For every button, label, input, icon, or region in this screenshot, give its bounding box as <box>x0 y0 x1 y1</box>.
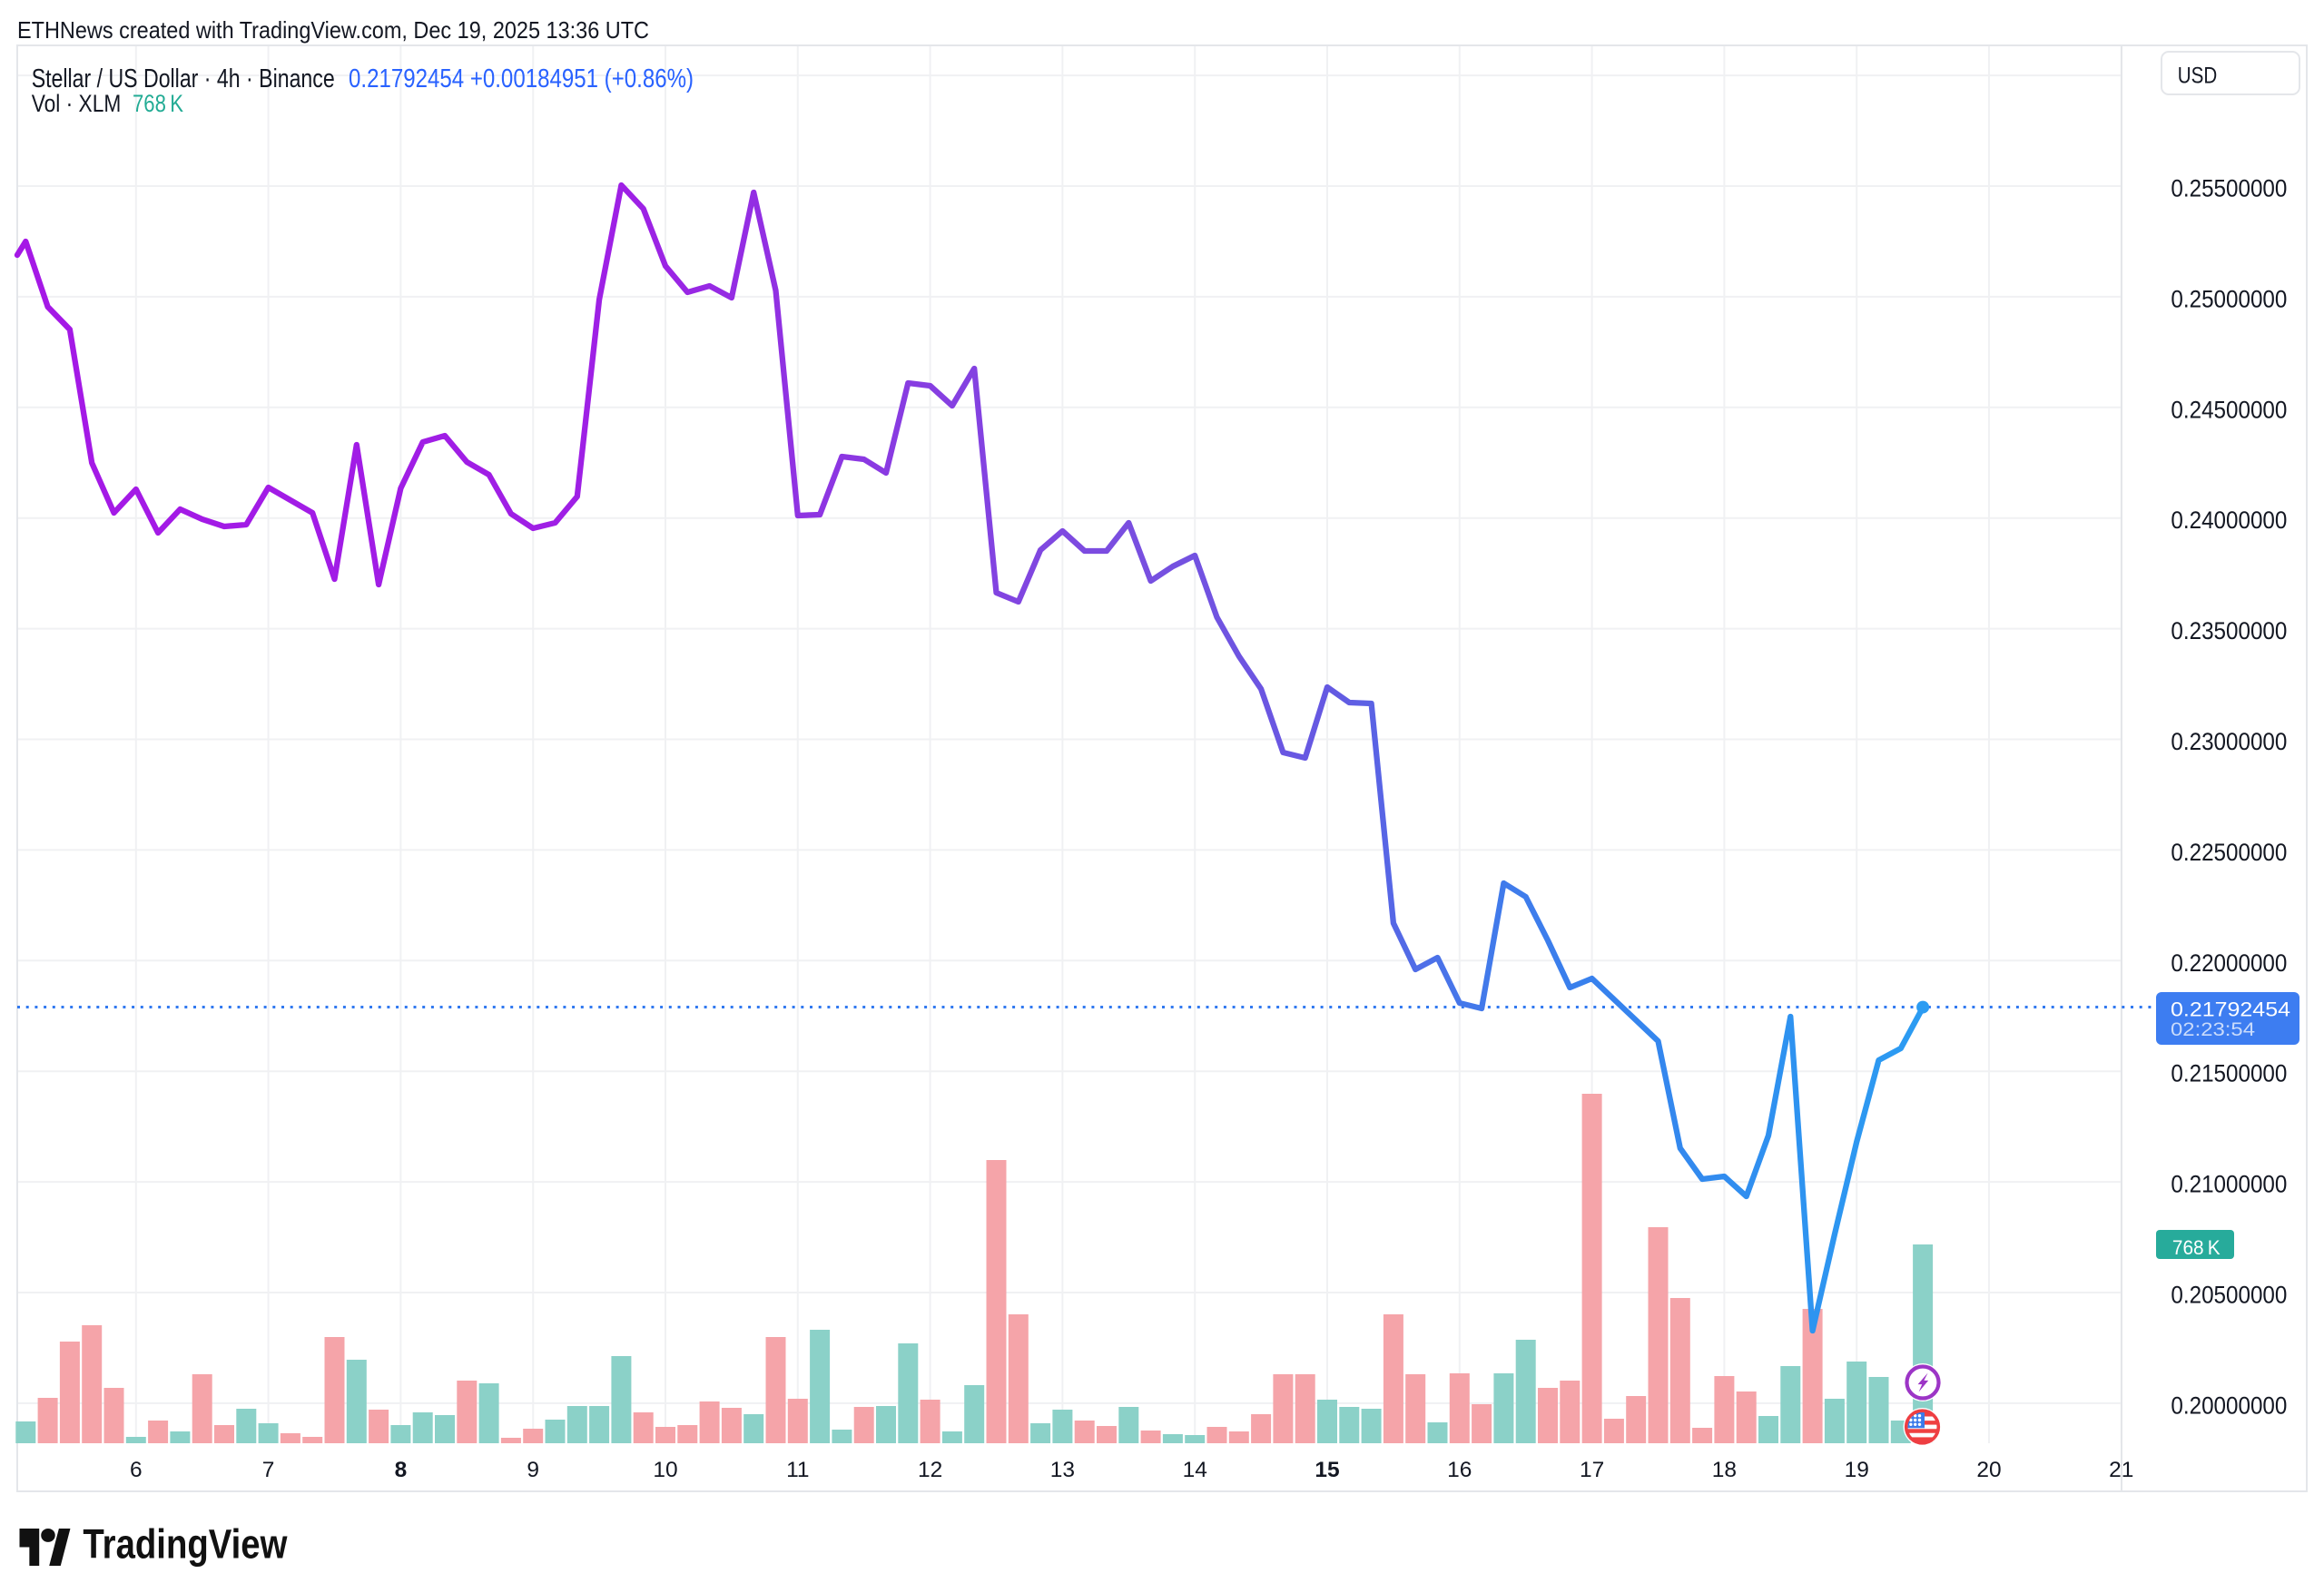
svg-text:13: 13 <box>1050 1458 1075 1482</box>
svg-text:10: 10 <box>653 1458 677 1482</box>
svg-text:21: 21 <box>2109 1458 2133 1482</box>
svg-text:Stellar / US Dollar · 4h · Bin: Stellar / US Dollar · 4h · Binance <box>32 64 335 93</box>
svg-text:TradingView: TradingView <box>83 1521 288 1568</box>
svg-text:9: 9 <box>527 1458 539 1482</box>
svg-text:02:23:54: 02:23:54 <box>2171 1018 2255 1040</box>
svg-text:0.21792454 +0.00184951 (+0.86: 0.21792454 +0.00184951 (+0.86%) <box>349 64 694 93</box>
svg-text:0.21000000: 0.21000000 <box>2171 1171 2287 1198</box>
svg-text:0.22000000: 0.22000000 <box>2171 949 2287 977</box>
svg-text:Vol · XLM: Vol · XLM <box>32 90 122 117</box>
svg-text:7: 7 <box>262 1458 275 1482</box>
svg-text:8: 8 <box>395 1458 408 1482</box>
svg-text:12: 12 <box>918 1458 942 1482</box>
svg-text:18: 18 <box>1712 1458 1737 1482</box>
svg-text:0.21500000: 0.21500000 <box>2171 1060 2287 1087</box>
svg-text:17: 17 <box>1580 1458 1604 1482</box>
svg-text:0.23500000: 0.23500000 <box>2171 617 2287 644</box>
svg-text:19: 19 <box>1845 1458 1869 1482</box>
svg-text:15: 15 <box>1315 1458 1339 1482</box>
svg-text:0.24500000: 0.24500000 <box>2171 396 2287 423</box>
svg-text:0.20000000: 0.20000000 <box>2171 1391 2287 1419</box>
svg-text:USD: USD <box>2178 64 2218 89</box>
svg-text:0.24000000: 0.24000000 <box>2171 506 2287 534</box>
svg-text:ETHNews created with TradingVi: ETHNews created with TradingView.com, De… <box>17 16 649 44</box>
svg-text:0.23000000: 0.23000000 <box>2171 728 2287 755</box>
svg-text:0.25000000: 0.25000000 <box>2171 285 2287 312</box>
svg-text:20: 20 <box>1976 1458 2001 1482</box>
svg-text:16: 16 <box>1447 1458 1472 1482</box>
svg-text:768 K: 768 K <box>133 90 183 117</box>
svg-text:14: 14 <box>1183 1458 1207 1482</box>
svg-text:0.22500000: 0.22500000 <box>2171 839 2287 866</box>
svg-text:0.21792454: 0.21792454 <box>2171 998 2290 1021</box>
svg-text:0.20500000: 0.20500000 <box>2171 1282 2287 1309</box>
svg-text:11: 11 <box>786 1458 809 1482</box>
svg-text:6: 6 <box>130 1458 143 1482</box>
svg-text:768 K: 768 K <box>2172 1236 2221 1259</box>
svg-text:0.25500000: 0.25500000 <box>2171 175 2287 202</box>
